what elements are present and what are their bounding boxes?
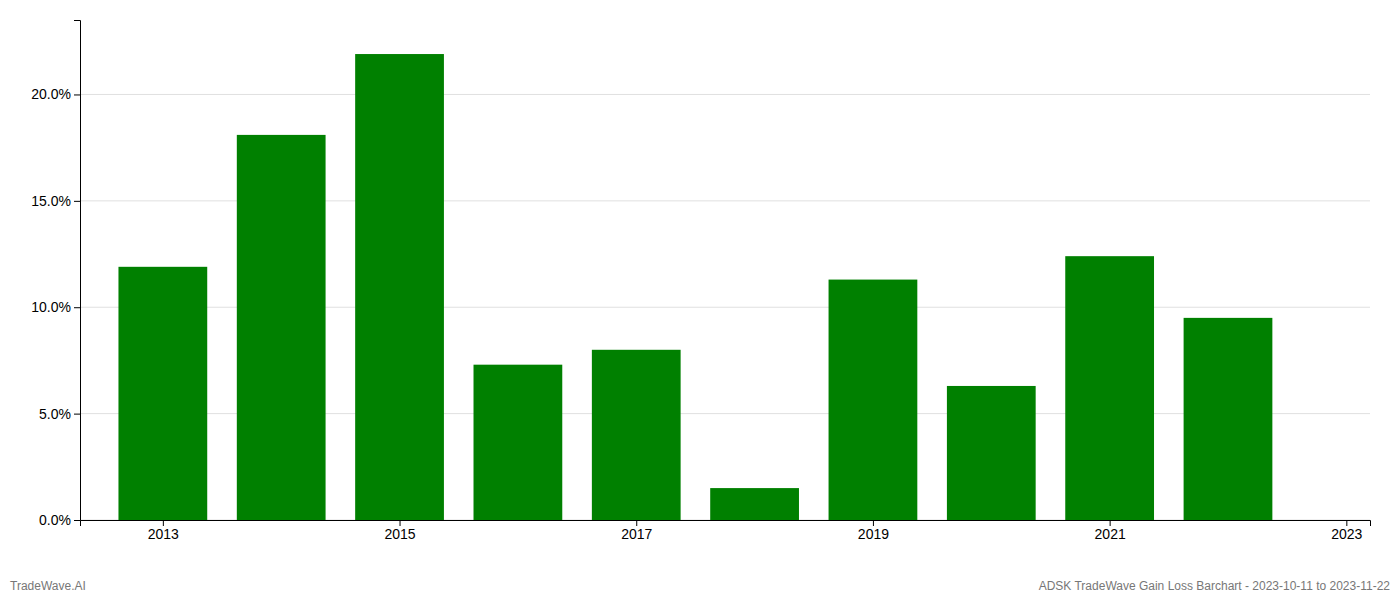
y-tick: 15.0%: [31, 193, 80, 209]
y-tick-mark: [74, 414, 80, 415]
y-axis-line: [74, 21, 81, 521]
bar: [829, 280, 918, 520]
y-tick-label: 5.0%: [39, 406, 71, 422]
bar: [355, 54, 444, 520]
bar: [474, 365, 563, 520]
x-axis: 2013 2015 2017 2019 2021 2023: [81, 520, 1371, 542]
y-tick: 20.0%: [31, 86, 80, 102]
bar: [118, 267, 207, 520]
y-tick-label: 15.0%: [31, 193, 71, 209]
y-tick-label: 10.0%: [31, 299, 71, 315]
y-tick: 10.0%: [31, 299, 80, 315]
y-axis: 0.0% 5.0% 10.0% 15.0% 20.0%: [31, 21, 80, 528]
grid-line: [80, 94, 1370, 95]
chart-svg: 2013 2015 2017 2019 2021 2023 0.0% 5.0% 10.0% 15.…: [0, 0, 1400, 600]
x-tick: 2019: [858, 520, 889, 542]
x-tick: 2017: [621, 520, 652, 542]
x-tick-label: 2013: [148, 526, 179, 542]
x-tick: 2023: [1331, 520, 1362, 542]
annotation: TradeWave.AI: [10, 579, 86, 593]
grid: [80, 94, 1370, 520]
y-tick-label: 0.0%: [39, 512, 71, 528]
bar: [1065, 256, 1154, 520]
x-tick: 2013: [148, 520, 179, 542]
bar: [1184, 318, 1273, 520]
y-tick-mark: [74, 201, 80, 202]
x-tick-label: 2019: [858, 526, 889, 542]
x-tick-label: 2023: [1331, 526, 1362, 542]
y-tick: 5.0%: [39, 406, 80, 422]
y-tick: 0.0%: [39, 512, 80, 528]
x-tick-label: 2021: [1095, 526, 1126, 542]
y-tick-label: 20.0%: [31, 86, 71, 102]
bar: [947, 386, 1036, 520]
annotation: ADSK TradeWave Gain Loss Barchart - 2023…: [1039, 579, 1391, 593]
y-tick-mark: [74, 520, 80, 521]
bar: [710, 488, 799, 520]
x-tick: 2021: [1095, 520, 1126, 542]
y-tick-mark: [74, 307, 80, 308]
x-axis-line: [81, 521, 1371, 527]
bar: [592, 350, 681, 520]
bars: [118, 54, 1272, 520]
plot: 2013 2015 2017 2019 2021 2023 0.0% 5.0% 10.0% 15.…: [31, 21, 1370, 542]
y-tick-mark: [74, 94, 80, 95]
bar: [237, 135, 326, 520]
x-tick: 2015: [384, 520, 415, 542]
x-tick-label: 2015: [384, 526, 415, 542]
x-tick-label: 2017: [621, 526, 652, 542]
